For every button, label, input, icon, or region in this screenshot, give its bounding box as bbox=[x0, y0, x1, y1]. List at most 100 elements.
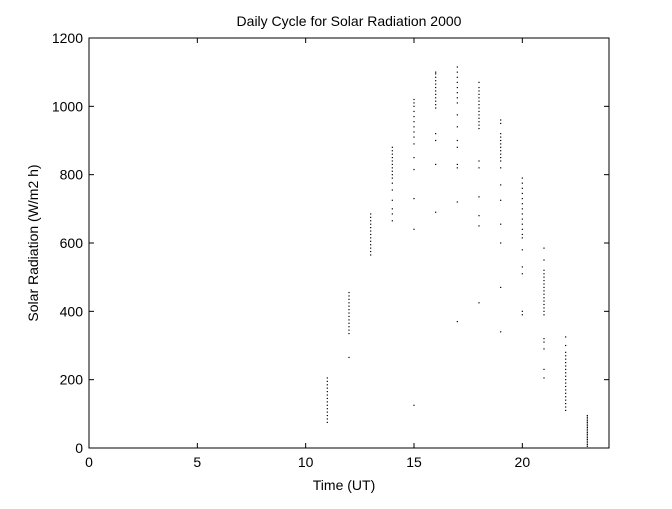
data-point bbox=[348, 302, 350, 304]
data-point bbox=[478, 127, 480, 130]
data-point bbox=[391, 220, 393, 222]
data-point bbox=[543, 303, 545, 306]
data-point bbox=[586, 421, 588, 423]
data-point bbox=[586, 426, 588, 429]
data-point bbox=[543, 279, 545, 282]
data-point bbox=[435, 80, 437, 82]
data-point bbox=[348, 332, 350, 335]
data-point bbox=[391, 199, 393, 201]
y-tick-label: 1000 bbox=[52, 98, 83, 114]
data-point bbox=[565, 389, 567, 391]
data-point bbox=[500, 119, 502, 121]
data-point bbox=[521, 213, 523, 215]
data-point bbox=[413, 404, 415, 406]
data-points bbox=[326, 66, 588, 447]
data-point bbox=[391, 160, 393, 162]
data-point bbox=[413, 136, 415, 138]
data-point bbox=[500, 242, 502, 244]
data-point bbox=[456, 92, 458, 94]
data-point bbox=[370, 230, 372, 232]
data-point bbox=[435, 76, 437, 78]
data-point bbox=[586, 423, 588, 425]
data-point bbox=[370, 250, 372, 253]
data-point bbox=[435, 104, 437, 106]
data-point bbox=[370, 247, 372, 249]
data-point bbox=[370, 223, 372, 225]
data-point bbox=[565, 355, 567, 357]
data-point bbox=[521, 314, 523, 316]
data-point bbox=[478, 100, 480, 102]
data-point bbox=[543, 377, 545, 379]
data-point bbox=[326, 414, 328, 417]
data-point bbox=[348, 309, 350, 311]
y-tick-label: 0 bbox=[75, 440, 83, 456]
data-point bbox=[456, 66, 458, 68]
data-point bbox=[500, 156, 502, 159]
data-point bbox=[456, 71, 458, 73]
data-point bbox=[435, 71, 437, 73]
data-point bbox=[565, 396, 567, 398]
data-point bbox=[456, 126, 458, 128]
data-point bbox=[543, 269, 545, 271]
data-point bbox=[565, 368, 567, 371]
data-point bbox=[500, 184, 502, 186]
data-point bbox=[413, 121, 415, 123]
data-point bbox=[478, 97, 480, 99]
data-point bbox=[543, 368, 545, 371]
data-point bbox=[543, 247, 545, 249]
data-point bbox=[326, 391, 328, 393]
data-point bbox=[543, 273, 545, 275]
data-point bbox=[391, 146, 393, 148]
data-point bbox=[456, 320, 458, 323]
data-point bbox=[391, 153, 393, 155]
data-point bbox=[586, 416, 588, 418]
data-point bbox=[478, 160, 480, 162]
data-point bbox=[370, 213, 372, 215]
data-point bbox=[391, 170, 393, 172]
data-point bbox=[478, 196, 480, 198]
data-point bbox=[435, 133, 437, 135]
data-point bbox=[521, 203, 523, 205]
data-point bbox=[435, 90, 437, 92]
data-point bbox=[348, 326, 350, 328]
data-point bbox=[500, 331, 502, 333]
data-point bbox=[543, 297, 545, 299]
data-point bbox=[478, 114, 480, 116]
data-point bbox=[565, 399, 567, 401]
data-point bbox=[521, 233, 523, 236]
data-point bbox=[500, 143, 502, 145]
data-point bbox=[391, 174, 393, 176]
data-point bbox=[500, 167, 502, 169]
data-point bbox=[370, 227, 372, 229]
data-point bbox=[391, 177, 393, 179]
data-point bbox=[565, 379, 567, 381]
data-point bbox=[565, 406, 567, 408]
data-point bbox=[478, 215, 480, 217]
data-point bbox=[413, 143, 415, 145]
data-point bbox=[478, 121, 480, 123]
data-point bbox=[500, 286, 502, 289]
data-point bbox=[348, 322, 350, 324]
data-point bbox=[478, 107, 480, 109]
data-point bbox=[413, 197, 415, 200]
data-point bbox=[500, 146, 502, 148]
data-point bbox=[413, 105, 415, 107]
data-point bbox=[586, 428, 588, 430]
data-point bbox=[478, 225, 480, 227]
data-point bbox=[326, 411, 328, 413]
data-point bbox=[521, 249, 523, 251]
data-point bbox=[413, 126, 415, 128]
data-point bbox=[565, 385, 567, 388]
data-point bbox=[586, 433, 588, 435]
data-point bbox=[521, 228, 523, 230]
data-point bbox=[500, 153, 502, 155]
data-point bbox=[521, 192, 523, 195]
data-point bbox=[478, 81, 480, 84]
data-point bbox=[478, 90, 480, 92]
data-point bbox=[586, 420, 588, 422]
data-point bbox=[478, 93, 480, 95]
data-point bbox=[435, 139, 437, 142]
data-point bbox=[370, 240, 372, 242]
data-point bbox=[543, 348, 545, 350]
